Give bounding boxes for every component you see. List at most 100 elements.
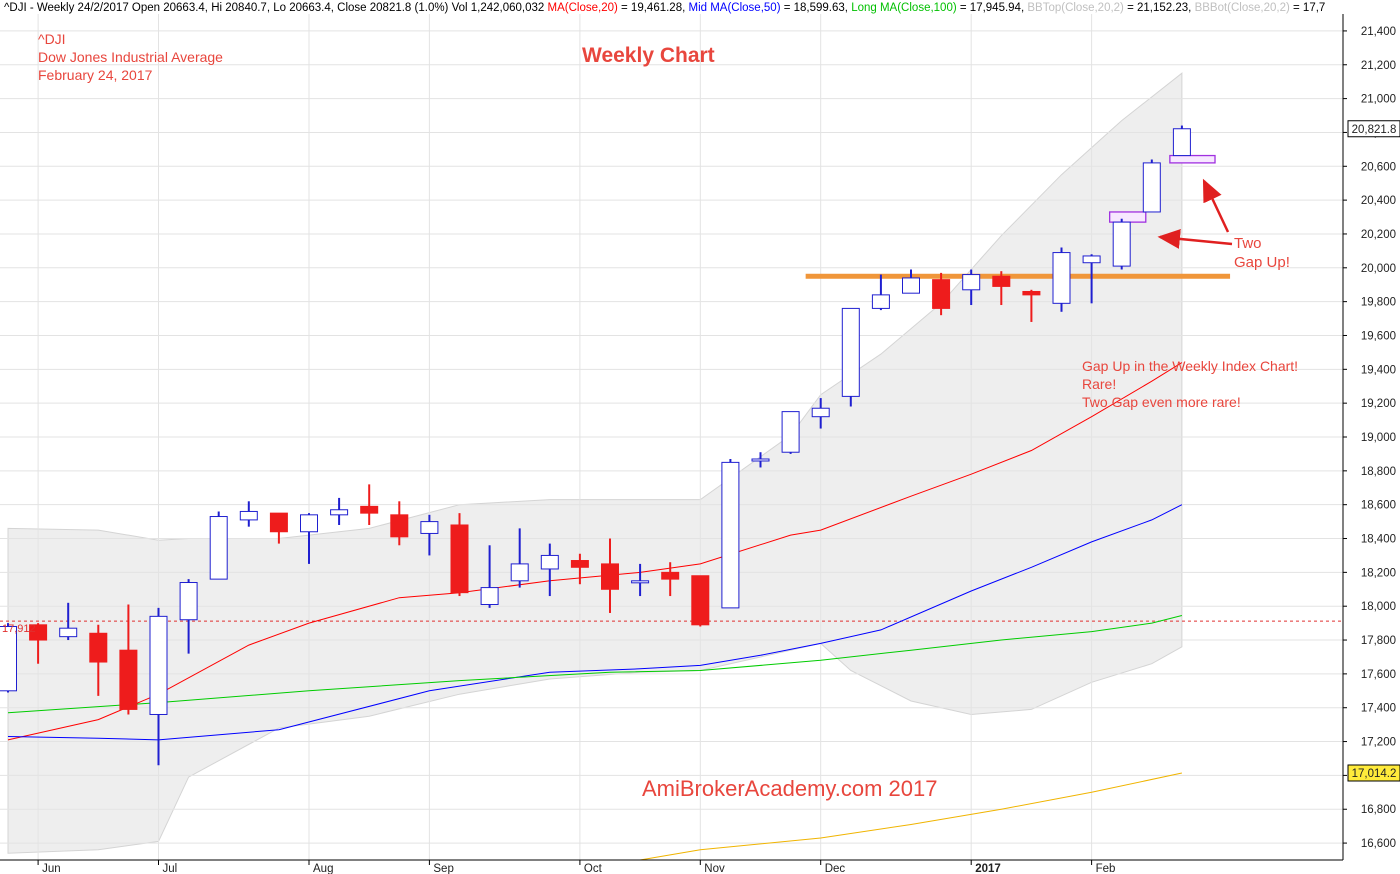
price-tick-label: 17,800: [1361, 635, 1396, 647]
time-axis: Jun Jul Aug Sep Oct Nov Dec 2017 Feb: [37, 860, 1116, 874]
candle-body: [450, 524, 469, 594]
candle-body: [300, 514, 318, 533]
candle-body: [601, 563, 619, 590]
price-tick-label: 20,000: [1361, 263, 1396, 275]
header-segment: BBTop(Close,20,2): [1027, 2, 1124, 14]
price-tick-label: 21,000: [1361, 94, 1396, 106]
candle-body: [902, 277, 920, 294]
candle-body: [540, 554, 559, 570]
time-tick-label: Oct: [584, 863, 603, 874]
price-tick-label: 19,600: [1361, 330, 1396, 342]
candles: [0, 125, 1191, 766]
candle-body: [781, 411, 800, 453]
gap-zone: [1169, 154, 1216, 164]
candle-body: [420, 521, 439, 534]
chart-header: ^DJI - Weekly 24/2/2017 Open 20663.4, Hi…: [4, 2, 1325, 14]
candle-body: [811, 407, 830, 418]
arrow-to-first-gap: [1157, 228, 1233, 249]
price-tick-label: 20,200: [1361, 229, 1396, 241]
price-tick-label: 18,600: [1361, 500, 1396, 512]
candle-body: [360, 505, 379, 514]
price-tags: 20,821.8 17,014.2: [1347, 120, 1400, 782]
note-line2: Rare!: [1082, 376, 1116, 392]
price-tick-label: 18,200: [1361, 567, 1396, 579]
candle-body: [661, 571, 680, 580]
candle-body: [209, 516, 228, 580]
candle-body: [269, 512, 288, 533]
price-tick-label: 20,400: [1361, 195, 1396, 207]
price-tick-label: 21,400: [1361, 26, 1396, 38]
time-tick-label: Aug: [313, 863, 333, 874]
header-segment: Long MA(Close,100): [851, 2, 957, 14]
candle-body: [149, 615, 168, 715]
two-gap-label-line2: Gap Up!: [1234, 254, 1290, 271]
arrow-to-second-gap: [1202, 178, 1230, 233]
price-tick-label: 18,000: [1361, 601, 1396, 613]
price-tick-label: 18,800: [1361, 466, 1396, 478]
candle-body: [1142, 162, 1161, 213]
candle-body: [932, 279, 951, 309]
time-tick-label: 2017: [975, 863, 1001, 874]
candle-body: [1052, 252, 1071, 304]
header-segment: BBBot(Close,20,2): [1195, 2, 1290, 14]
candle-body: [751, 458, 770, 462]
left-level-label: 17,912: [2, 623, 36, 635]
candle-body: [390, 514, 409, 538]
header-segment: = 19,461.28,: [618, 2, 689, 14]
candle-body: [871, 294, 890, 309]
candle-body: [1172, 128, 1191, 157]
header-segment: = 18,599.63,: [781, 2, 852, 14]
ma-line: [640, 772, 1183, 861]
time-tick-label: Dec: [825, 863, 846, 874]
candle-body: [721, 461, 740, 609]
price-tick-label: 19,000: [1361, 432, 1396, 444]
candle-body: [29, 624, 48, 641]
price-tick-label: 18,400: [1361, 534, 1396, 546]
price-tick-label: 20,600: [1361, 161, 1396, 173]
ma-line: [7, 504, 1183, 741]
candle-body: [631, 580, 650, 584]
chart-title: Weekly Chart: [582, 44, 715, 67]
price-tag-box: [1347, 764, 1400, 782]
time-tick-label: Feb: [1096, 863, 1116, 874]
price-tick-label: 17,200: [1361, 737, 1396, 749]
bollinger-band-area: [7, 72, 1183, 854]
header-segment: = 21,152.23,: [1124, 2, 1195, 14]
price-tick-label: 19,400: [1361, 364, 1396, 376]
time-tick-label: Jul: [163, 863, 178, 874]
price-tick-label: 16,600: [1361, 838, 1396, 850]
watermark: AmiBrokerAcademy.com 2017: [642, 776, 938, 801]
header-segment: MA(Close,20): [548, 2, 618, 14]
candle-body: [962, 274, 981, 291]
candle-body: [330, 509, 349, 516]
candle-body: [89, 632, 108, 663]
time-tick-label: Jun: [42, 863, 61, 874]
price-tick-label: 17,400: [1361, 703, 1396, 715]
bollinger-band-fill: [7, 72, 1183, 854]
candle-body: [992, 275, 1011, 287]
price-tick-label: 21,200: [1361, 60, 1396, 72]
ma-line: [7, 615, 1183, 714]
note-line3: Two Gap even more rare!: [1082, 394, 1241, 410]
price-tick-label: 17,600: [1361, 669, 1396, 681]
price-tick-label: 19,200: [1361, 398, 1396, 410]
candle-body: [0, 626, 17, 692]
candle-body: [179, 582, 198, 621]
price-tag-box: [1347, 120, 1400, 138]
candle-body: [119, 649, 138, 710]
price-tag-label: 17,014.2: [1352, 768, 1397, 780]
header-segment: = 17,7: [1290, 2, 1326, 14]
price-tick-label: 19,800: [1361, 297, 1396, 309]
candle-body: [1112, 221, 1131, 267]
candle-body: [239, 510, 258, 521]
date-label: February 24, 2017: [38, 67, 153, 83]
candle-body: [59, 627, 78, 638]
gap-zone: [1109, 211, 1147, 223]
candle-body: [480, 587, 499, 606]
note-line1: Gap Up in the Weekly Index Chart!: [1082, 358, 1298, 374]
price-tag-label: 20,821.8: [1352, 124, 1397, 136]
candle-body: [841, 307, 860, 397]
header-segment: = 17,945.94,: [957, 2, 1028, 14]
header-segment: Mid MA(Close,50): [689, 2, 781, 14]
